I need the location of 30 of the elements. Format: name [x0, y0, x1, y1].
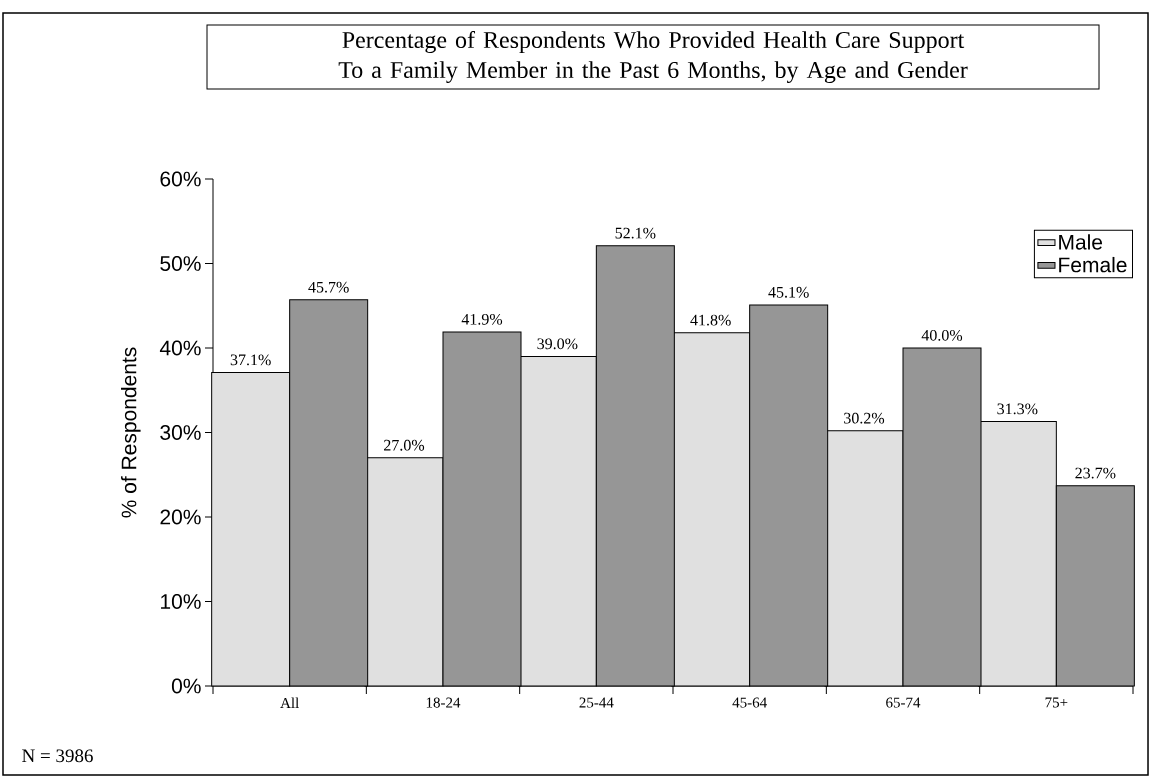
- y-tick-label: 50%: [160, 256, 201, 271]
- chart-title: Percentage of Respondents Who Provided Health Care Support To a Family Member in the Past 6 Months, by Age and Gender: [338, 30, 968, 84]
- legend-label: Female: [1059, 256, 1127, 273]
- data-label: 41.8%: [690, 314, 731, 326]
- data-label: 31.3%: [997, 403, 1038, 415]
- data-label: 45.1%: [768, 286, 809, 298]
- x-tick-label: All: [280, 697, 299, 708]
- y-tick-label: 20%: [160, 509, 201, 525]
- data-label: 23.7%: [1075, 467, 1116, 479]
- x-tick-label: 18-24: [426, 697, 461, 708]
- y-axis-title: % of Respondents: [121, 347, 141, 518]
- data-label: 41.9%: [461, 313, 503, 325]
- x-tick-label: 45-64: [732, 697, 767, 708]
- legend-label: Male: [1059, 234, 1103, 250]
- x-tick-label: 65-74: [886, 697, 921, 708]
- data-label: 40.0%: [921, 329, 963, 341]
- y-tick-label: 60%: [160, 171, 201, 187]
- data-label: 52.1%: [615, 227, 656, 239]
- y-tick-label: 10%: [161, 594, 201, 609]
- data-label: 27.0%: [384, 439, 425, 451]
- data-label: 30.2%: [844, 412, 885, 424]
- y-tick-label: 30%: [160, 425, 201, 440]
- x-tick-label: 75+: [1045, 697, 1068, 708]
- x-tick-label: 25-44: [579, 697, 614, 708]
- data-label: 45.7%: [308, 281, 349, 293]
- y-tick-label: 40%: [159, 340, 201, 356]
- data-label: 39.0%: [537, 338, 578, 350]
- y-tick-label: 0%: [171, 678, 201, 694]
- data-label: 37.1%: [230, 354, 271, 366]
- text: N = 3986: [22, 749, 93, 763]
